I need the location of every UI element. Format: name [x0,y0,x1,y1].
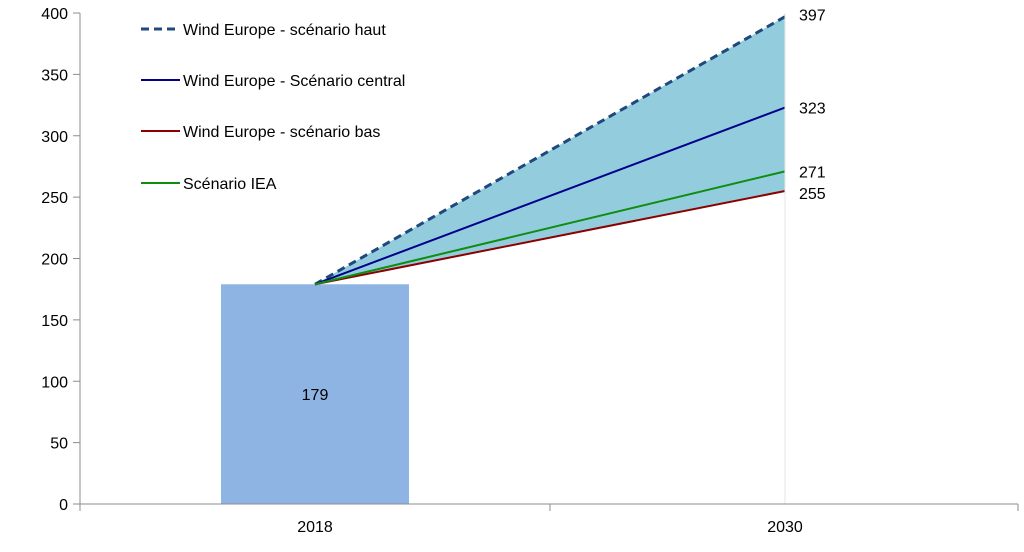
bar-value-label: 179 [302,387,329,404]
data-labels: 179 397 323 255 271 [302,8,826,404]
end-label-sc-nario-iea: 271 [799,164,826,181]
y-tick-label: 150 [41,313,68,330]
y-tick-label: 200 [41,252,68,269]
y-tick-label: 50 [50,436,68,453]
legend: Wind Europe - scénario haut Wind Europe -… [141,22,405,193]
series-line-wind-europe-sc-nario-bas [314,190,786,286]
legend-label-wind-europe-sc-nario-haut: Wind Europe - scénario haut [183,22,386,39]
x-tick-label-2030: 2030 [767,519,803,536]
y-tick-label: 400 [41,6,68,23]
axes: 0 50 100 150 200 250 300 350 400 2018 2030 [41,6,1019,536]
y-tick-label: 100 [41,374,68,391]
legend-label-wind-europe-sc-nario-bas: Wind Europe - scénario bas [183,124,380,141]
y-tick-label: 0 [59,497,68,514]
legend-label-sc-nario-iea: Scénario IEA [183,176,277,193]
legend-label-wind-europe-sc-nario-central: Wind Europe - Scénario central [183,73,405,90]
y-tick-label: 350 [41,67,68,84]
series-line-wind-europe-sc-nario-central [314,106,786,286]
y-tick-label: 300 [41,129,68,146]
x-tick-label-2018: 2018 [297,519,333,536]
bar-2018 [221,284,409,504]
end-label-wind-europe-sc-nario-haut: 397 [799,8,826,25]
series-line-sc-nario-iea [314,170,786,286]
plot-area [221,15,786,504]
end-label-wind-europe-sc-nario-bas: 255 [799,186,826,203]
end-label-wind-europe-sc-nario-central: 323 [799,101,826,118]
y-tick-label: 250 [41,190,68,207]
